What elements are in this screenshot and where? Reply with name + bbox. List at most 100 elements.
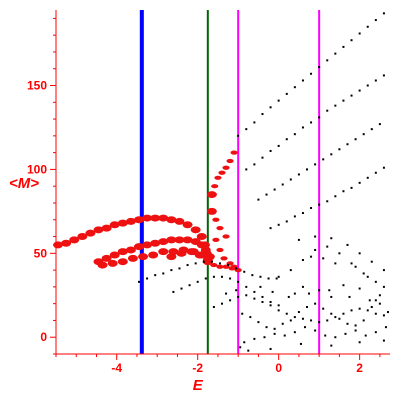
red-data-point [226, 158, 234, 164]
black-data-point [330, 237, 333, 240]
black-data-point [310, 72, 313, 75]
data-points [53, 12, 389, 352]
red-data-point [182, 236, 193, 244]
red-data-point [125, 246, 136, 254]
black-data-point [289, 319, 292, 322]
black-data-point [314, 235, 317, 238]
red-data-point [186, 248, 197, 256]
black-data-point [261, 113, 264, 116]
x-tick-label: -2 [192, 361, 203, 375]
black-data-point [358, 341, 361, 344]
black-data-point [334, 195, 337, 198]
black-data-point [366, 309, 369, 312]
black-data-point [318, 203, 321, 206]
black-data-point [350, 186, 353, 189]
black-data-point [354, 265, 357, 268]
black-data-point [229, 299, 232, 302]
red-data-point [101, 254, 112, 262]
black-data-point [374, 280, 377, 283]
black-data-point [378, 123, 381, 126]
black-data-point [285, 312, 288, 315]
black-data-point [225, 292, 228, 295]
black-data-point [253, 163, 256, 166]
red-data-point [142, 214, 153, 222]
black-data-point [314, 248, 317, 251]
black-data-point [334, 104, 337, 107]
black-data-point [326, 245, 329, 248]
red-data-point [97, 261, 108, 269]
black-data-point [293, 331, 296, 334]
black-data-point [202, 260, 205, 263]
black-data-point [374, 79, 377, 82]
black-data-point [243, 341, 246, 344]
red-data-point [61, 239, 72, 247]
y-tick-label: 100 [27, 162, 47, 176]
black-data-point [306, 306, 309, 309]
black-data-point [306, 168, 309, 171]
black-data-point [378, 302, 381, 305]
black-data-point [366, 25, 369, 28]
black-data-point [374, 299, 377, 302]
black-data-point [281, 183, 284, 186]
black-data-point [358, 287, 361, 290]
black-data-point [310, 255, 313, 258]
black-data-point [366, 176, 369, 179]
black-data-point [237, 280, 240, 283]
black-data-point [346, 243, 349, 246]
black-data-point [249, 316, 252, 319]
black-data-point [338, 317, 341, 320]
black-data-point [269, 300, 272, 303]
black-data-point [334, 336, 337, 339]
black-data-point [324, 334, 327, 337]
red-data-point [101, 224, 112, 232]
red-data-point [109, 221, 120, 229]
black-data-point [137, 280, 140, 283]
black-data-point [273, 327, 276, 330]
black-data-point [293, 133, 296, 136]
black-data-point [281, 322, 284, 325]
black-data-point [218, 262, 221, 265]
black-data-point [358, 307, 361, 310]
black-data-point [342, 312, 345, 315]
black-data-point [275, 277, 278, 280]
red-data-point [190, 226, 201, 234]
black-data-point [220, 275, 223, 278]
black-data-point [212, 275, 215, 278]
red-data-point [117, 248, 128, 256]
black-data-point [370, 128, 373, 131]
black-data-point [301, 212, 304, 215]
black-data-point [194, 262, 197, 265]
red-data-point [107, 259, 118, 267]
black-data-point [253, 121, 256, 124]
red-data-point [133, 243, 144, 251]
black-data-point [310, 207, 313, 210]
black-data-point [374, 19, 377, 22]
black-data-point [342, 45, 345, 48]
red-data-point [150, 214, 161, 222]
black-data-point [297, 238, 300, 241]
black-data-point [358, 181, 361, 184]
black-data-point [301, 79, 304, 82]
black-data-point [273, 188, 276, 191]
red-data-point [212, 217, 220, 222]
black-data-point [293, 215, 296, 218]
black-data-point [188, 284, 191, 287]
black-data-point [269, 347, 272, 350]
black-data-point [301, 285, 304, 288]
black-data-point [277, 99, 280, 102]
black-data-point [259, 275, 262, 278]
black-data-point [382, 339, 385, 342]
black-data-point [366, 275, 369, 278]
black-data-point [241, 312, 244, 315]
black-data-point [301, 126, 304, 129]
red-data-point [150, 239, 161, 247]
black-data-point [289, 269, 292, 272]
black-data-point [310, 121, 313, 124]
black-data-point [326, 59, 329, 62]
black-data-point [354, 138, 357, 141]
black-data-point [358, 89, 361, 92]
black-data-point [285, 220, 288, 223]
y-tick-label: 0 [40, 330, 47, 344]
